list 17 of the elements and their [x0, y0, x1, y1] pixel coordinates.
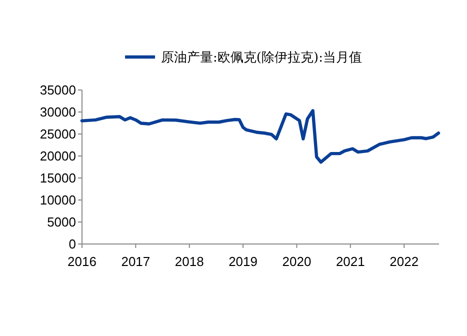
y-tick-label: 5000: [47, 214, 76, 230]
x-tick-label: 2019: [228, 254, 258, 269]
y-tick-label: 15000: [40, 170, 76, 186]
x-tick-label: 2017: [121, 254, 150, 269]
x-tick-label: 2021: [336, 254, 365, 269]
x-tick-label: 2016: [68, 254, 96, 269]
x-tick-label: 2022: [390, 254, 419, 269]
y-tick-label: 30000: [40, 104, 76, 120]
x-tick-label: 2018: [174, 254, 204, 269]
line-series: [80, 109, 440, 164]
y-tick-label: 0: [68, 236, 76, 252]
y-tick-label: 35000: [40, 82, 76, 98]
y-tick-label: 25000: [40, 126, 76, 142]
x-tick-label: 2020: [282, 254, 312, 269]
y-tick-label: 10000: [40, 192, 76, 208]
legend-label: 原油产量:欧佩克(除伊拉克):当月值: [161, 50, 362, 66]
y-tick-label: 20000: [40, 148, 76, 164]
